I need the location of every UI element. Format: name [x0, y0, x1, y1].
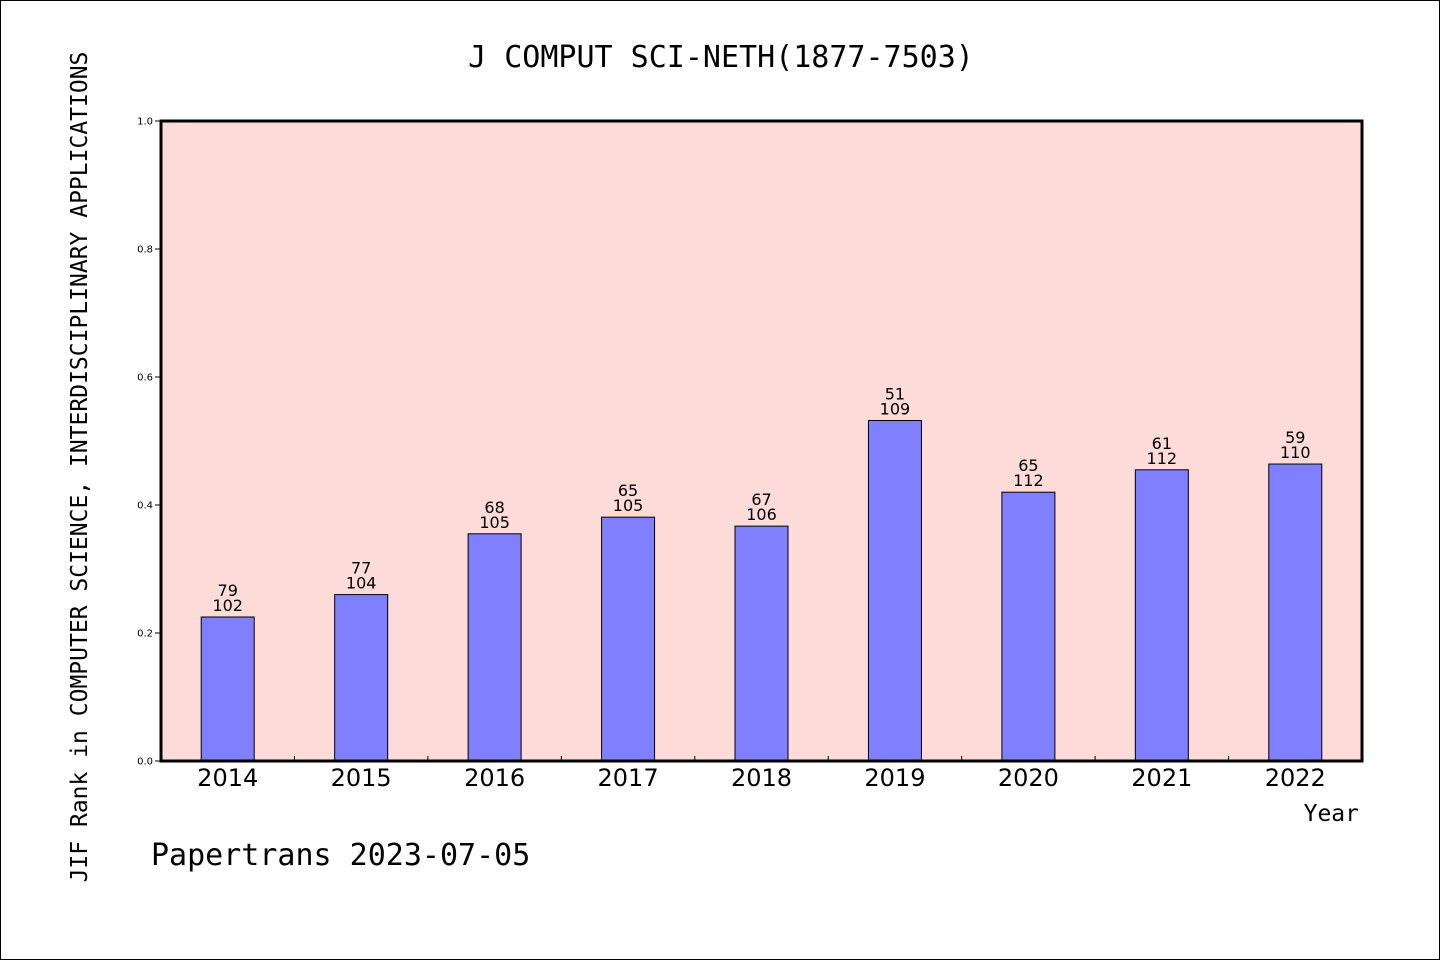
total-label: 106 [746, 505, 777, 524]
y-axis-label: JIF Rank in COMPUTER SCIENCE, INTERDISCI… [67, 52, 93, 883]
rank-label: 65 [618, 481, 638, 500]
x-tick-label: 2020 [998, 764, 1059, 792]
rank-label: 77 [351, 559, 371, 578]
total-label: 102 [212, 596, 243, 615]
x-tick-label: 2014 [197, 764, 258, 792]
x-tick-label: 2021 [1131, 764, 1192, 792]
bar-2022 [1268, 463, 1323, 762]
y-tick-label: 0.4 [137, 501, 153, 512]
rank-label: 68 [484, 498, 504, 517]
total-label: 105 [613, 496, 644, 515]
total-label: 112 [1147, 449, 1178, 468]
x-tick-label: 2018 [731, 764, 792, 792]
total-label: 110 [1280, 443, 1311, 462]
y-tick-label: 0.2 [137, 629, 153, 640]
footer-text: Papertrans 2023-07-05 [151, 838, 530, 873]
plot-border [159, 119, 1364, 763]
total-label: 109 [880, 400, 911, 419]
x-tick-label: 2022 [1265, 764, 1326, 792]
x-axis-label: Year [1304, 801, 1359, 827]
x-tick-label: 2019 [864, 764, 925, 792]
y-tick-label: 0.6 [137, 373, 153, 384]
bar-2017 [601, 516, 656, 762]
y-tick-label: 0.0 [137, 757, 153, 768]
bar-2014 [200, 616, 255, 762]
chart-title: J COMPUT SCI-NETH(1877-7503) [468, 40, 974, 75]
rank-label: 51 [885, 385, 905, 404]
rank-label: 61 [1152, 434, 1172, 453]
bar-2019 [867, 420, 922, 762]
bar-2016 [467, 533, 522, 762]
x-tick-label: 2015 [331, 764, 392, 792]
bar-2021 [1134, 469, 1189, 762]
y-tick-label: 1.0 [137, 117, 153, 128]
y-tick-label: 0.8 [137, 245, 153, 256]
rank-label: 59 [1285, 428, 1305, 447]
x-tick-label: 2017 [598, 764, 659, 792]
y-axis: 0.0 0.2 0.4 0.6 0.8 1.0 [137, 117, 161, 768]
rank-label: 65 [1018, 456, 1038, 475]
rank-label: 79 [218, 581, 238, 600]
bar-2018 [734, 525, 789, 762]
bar-series [200, 420, 1323, 762]
rank-label: 67 [751, 490, 771, 509]
x-tick-label: 2016 [464, 764, 525, 792]
x-axis: 2014 2015 2016 2017 2018 2019 2020 2021 2022 [197, 756, 1326, 792]
total-label: 112 [1013, 471, 1044, 490]
bar-2015 [334, 594, 389, 762]
total-label: 105 [479, 513, 510, 532]
total-label: 104 [346, 574, 377, 593]
bar-2020 [1001, 491, 1056, 762]
